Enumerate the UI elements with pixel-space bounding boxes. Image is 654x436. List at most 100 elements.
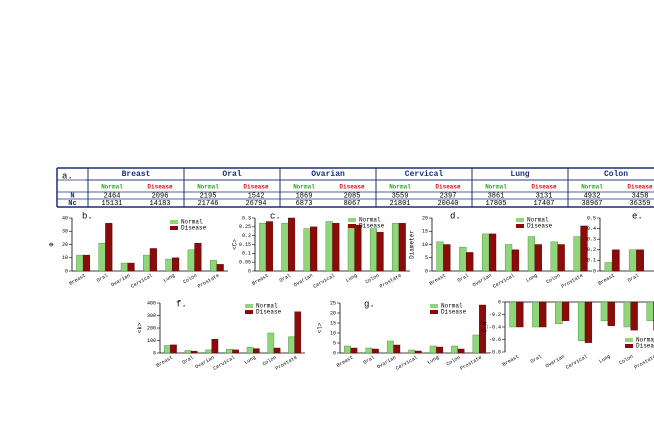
y-tick-label: -0.4 — [489, 324, 501, 330]
legend-swatch — [348, 224, 356, 228]
bar — [532, 301, 540, 328]
legend-label: Normal — [181, 219, 203, 226]
y-tick-label: 20 — [62, 242, 68, 248]
column-header: Lung — [510, 170, 529, 179]
legend-label: Disease — [636, 343, 654, 350]
y-tick-label: 100 — [147, 338, 156, 344]
bar — [76, 254, 84, 272]
y-tick-label: 0.2 — [587, 247, 596, 253]
y-tick-label: 5 — [333, 340, 336, 346]
bar — [509, 301, 517, 328]
bar — [288, 217, 296, 272]
y-tick-label: 15 — [330, 320, 336, 326]
x-tick-label: Oral — [627, 273, 640, 284]
legend-label: Disease — [256, 309, 282, 316]
bar — [573, 236, 581, 272]
chart-title: f. — [176, 299, 187, 309]
y-tick-label: 25 — [330, 300, 336, 306]
bar — [630, 301, 638, 331]
subheader: Normal — [389, 184, 411, 191]
bar — [534, 244, 542, 272]
x-tick-label: Cervical — [130, 273, 154, 290]
bar — [187, 249, 195, 272]
cell: 3861 — [488, 192, 505, 200]
y-tick-label: 0 — [593, 268, 596, 274]
x-tick-label: Ovarian — [110, 273, 131, 289]
bar — [577, 301, 586, 341]
legend-swatch — [625, 338, 633, 342]
bar — [232, 349, 239, 354]
x-tick-label: Oral — [530, 354, 543, 365]
bar — [281, 223, 289, 272]
y-tick-label: 5 — [425, 255, 428, 261]
legend-swatch — [170, 226, 178, 230]
bar — [294, 311, 302, 354]
legend-label: Normal — [256, 303, 278, 310]
x-tick-label: Cervical — [565, 354, 589, 371]
y-axis-label: <l> — [317, 322, 324, 333]
bar — [527, 236, 536, 272]
x-tick-label: Colon — [364, 273, 380, 286]
x-tick-label: Prostate — [379, 273, 403, 290]
cell: 8067 — [344, 200, 361, 208]
bar — [408, 349, 416, 354]
y-tick-label: 0 — [65, 268, 68, 274]
cell: 21746 — [197, 200, 218, 208]
y-tick-label: 0.2 — [242, 233, 251, 239]
x-tick-label: Oral — [96, 273, 109, 284]
y-tick-label: 0.3 — [242, 215, 251, 221]
x-tick-label: Colon — [182, 273, 198, 286]
legend-swatch — [430, 304, 438, 308]
x-tick-label: Prostate — [459, 355, 483, 372]
y-tick-label: 0.5 — [587, 215, 596, 221]
bar — [459, 246, 467, 272]
y-tick-label: 20 — [422, 215, 428, 221]
legend-label: Normal — [359, 217, 381, 224]
bar — [194, 242, 202, 272]
bar — [623, 301, 631, 328]
bar — [600, 301, 609, 321]
y-tick-label: -0.8 — [489, 349, 501, 355]
bar — [414, 350, 422, 354]
x-tick-label: Ovarian — [545, 354, 566, 370]
column-header: Breast — [122, 170, 151, 179]
y-tick-label: 0 — [498, 299, 501, 305]
subheader: Disease — [627, 184, 653, 191]
bar — [482, 233, 490, 272]
table-label: a. — [62, 171, 73, 181]
cell: 2464 — [104, 192, 121, 200]
y-tick-label: 0 — [153, 350, 156, 356]
bar — [376, 231, 384, 272]
legend-swatch — [430, 310, 438, 314]
bar — [273, 347, 281, 354]
legend-swatch — [348, 218, 356, 222]
cell: 3131 — [536, 192, 553, 200]
y-tick-label: 0 — [248, 268, 251, 274]
bar — [584, 301, 593, 343]
cell: 15131 — [101, 200, 122, 208]
cell: 6873 — [296, 200, 313, 208]
bar — [436, 346, 444, 354]
x-tick-label: Cervical — [395, 355, 419, 372]
bar — [190, 350, 198, 354]
chart-title: e. — [632, 211, 643, 221]
bar — [288, 336, 295, 354]
y-axis-label: Diameter — [409, 230, 416, 259]
row-label: Nc — [68, 200, 76, 208]
x-tick-label: Cervical — [492, 273, 516, 290]
chart-title: b. — [82, 211, 93, 221]
bar — [325, 221, 333, 272]
subheader: Normal — [485, 184, 507, 191]
cell: 20040 — [437, 200, 458, 208]
y-tick-label: 0 — [425, 268, 428, 274]
legend-label: Normal — [636, 337, 654, 344]
bar — [451, 345, 459, 354]
bar — [105, 223, 113, 272]
bar — [398, 223, 406, 272]
legend-label: Disease — [527, 223, 553, 230]
column-header: Colon — [604, 170, 628, 179]
x-tick-label: Oral — [362, 355, 375, 366]
bar — [127, 262, 135, 272]
x-tick-label: Cervical — [312, 273, 336, 290]
